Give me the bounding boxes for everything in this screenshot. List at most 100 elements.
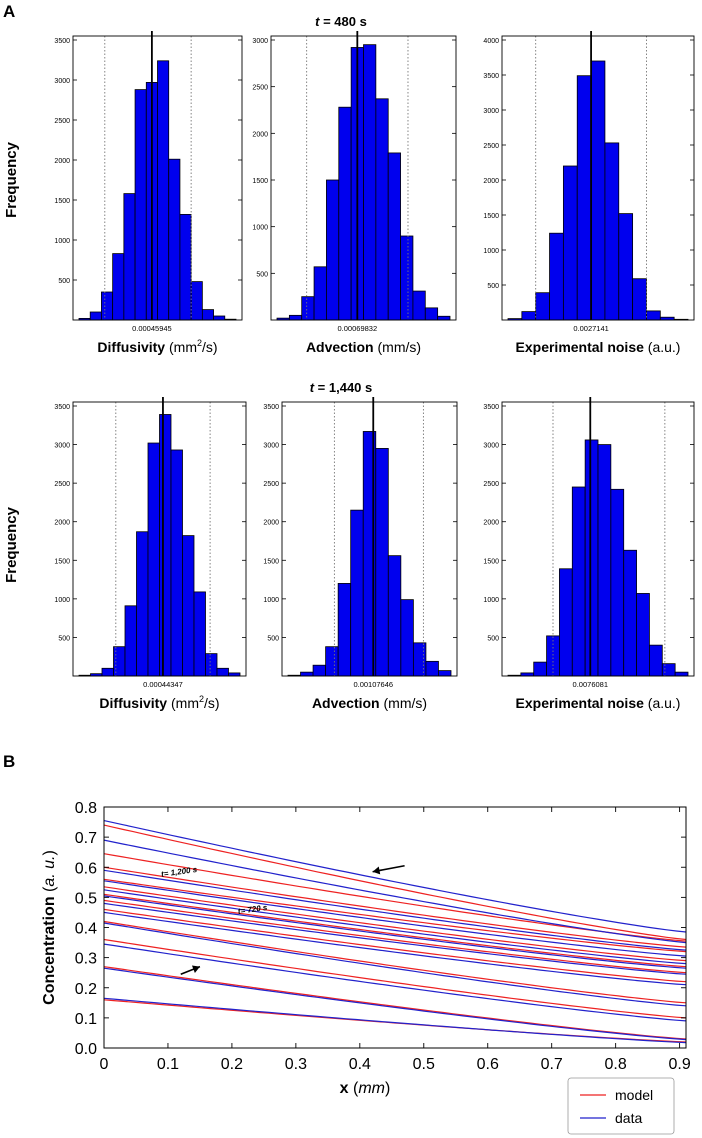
- histogram-bar: [584, 439, 599, 677]
- legend-label-data: data: [615, 1110, 642, 1126]
- y-tick-label: 2500: [252, 85, 268, 92]
- mean-value-label: 0.00044347: [143, 680, 183, 689]
- histogram-bar: [649, 644, 663, 677]
- y-tick-label: 0.0: [75, 1041, 97, 1058]
- mean-value-label: 0.00069832: [338, 324, 378, 333]
- y-tick-label: 500: [58, 635, 70, 642]
- frequency-label-row-0: Frequency: [3, 141, 20, 218]
- y-tick-label: 1500: [483, 558, 499, 565]
- histogram-bar: [170, 449, 183, 677]
- y-tick-label: 3000: [483, 443, 499, 450]
- y-tick-label: 2000: [483, 178, 499, 185]
- arrow-head: [372, 866, 381, 875]
- x-axis-label: Diffusivity (mm2/s): [97, 338, 217, 355]
- time-annotation: t= 720 s: [237, 903, 268, 916]
- model-curve: [103, 899, 687, 974]
- legend-label-model: model: [615, 1087, 653, 1103]
- data-curve: [103, 911, 687, 986]
- y-tick-label: 2000: [54, 158, 70, 165]
- histogram-h1440-advection: 500 1000 1500 2000 2500 3000 3500 0.00107646 Adv…: [263, 397, 458, 711]
- y-tick-label: 500: [256, 271, 268, 278]
- x-tick-label: 0.6: [477, 1056, 499, 1073]
- histogram-bar: [168, 158, 181, 321]
- histogram-bar: [101, 667, 114, 677]
- y-tick-label: 3000: [54, 443, 70, 450]
- x-tick-label: 0: [100, 1056, 109, 1073]
- data-curve: [103, 869, 687, 951]
- mean-value-label: 0.0076081: [573, 680, 608, 689]
- histogram-frame: [72, 35, 243, 321]
- histogram-bar: [228, 672, 241, 677]
- y-tick-label: 0.7: [75, 830, 97, 847]
- model-curve: [103, 920, 687, 1004]
- histogram-bar: [182, 535, 195, 677]
- histogram-frame: [501, 35, 695, 321]
- y-tick-label: 0.6: [75, 860, 97, 877]
- y-tick-label: 2500: [263, 481, 279, 488]
- histogram-bar: [604, 142, 620, 321]
- y-tick-label: 1000: [54, 597, 70, 604]
- histogram-bar: [590, 60, 606, 321]
- histogram-bar: [350, 509, 364, 677]
- y-tick-label: 2000: [252, 131, 268, 138]
- histogram-bar: [338, 106, 352, 321]
- histogram-h480-advection: 500 1000 1500 2000 2500 3000 0.00069832 Advecti…: [252, 31, 457, 355]
- histogram-bar: [562, 165, 578, 321]
- data-curve: [103, 895, 687, 969]
- y-tick-label: 0.3: [75, 951, 97, 968]
- histogram-bar: [89, 311, 102, 321]
- y-tick-label: 3500: [483, 404, 499, 411]
- y-tick-label: 3500: [483, 73, 499, 80]
- y-tick-label: 3000: [252, 38, 268, 45]
- mean-value-label: 0.00045945: [132, 324, 172, 333]
- arrow-head: [191, 965, 200, 973]
- data-curve: [103, 922, 687, 1007]
- mean-value-label: 0.00107646: [353, 680, 393, 689]
- histogram-bar: [533, 661, 547, 677]
- histogram-bar: [632, 278, 647, 321]
- histogram-bar: [438, 670, 452, 677]
- histogram-bar: [205, 653, 218, 677]
- histogram-bar: [337, 583, 352, 677]
- y-tick-label: 2000: [263, 520, 279, 527]
- x-tick-label: 0.2: [221, 1056, 243, 1073]
- x-tick-label: 0.7: [541, 1056, 563, 1073]
- panel-label-b: B: [3, 752, 16, 771]
- histogram-bar: [375, 98, 389, 321]
- model-curve: [103, 938, 687, 1019]
- histogram-bar: [325, 646, 339, 677]
- y-tick-label: 2000: [483, 520, 499, 527]
- y-tick-label: 4000: [483, 38, 499, 45]
- histogram-bar: [535, 292, 550, 321]
- model-curve: [103, 866, 687, 948]
- legend-box: [567, 1077, 675, 1135]
- y-tick-label: 1000: [483, 597, 499, 604]
- model-curve: [103, 893, 687, 968]
- y-axis-label: Concentration (a. u.): [41, 850, 58, 1005]
- histogram-bar: [193, 591, 206, 677]
- histogram-bar: [313, 266, 327, 321]
- x-tick-label: 0.3: [285, 1056, 307, 1073]
- histogram-bar: [549, 232, 564, 321]
- y-tick-label: 500: [58, 278, 70, 285]
- x-tick-label: 0.8: [605, 1056, 627, 1073]
- histogram-bar: [123, 193, 136, 321]
- histogram-bar: [101, 291, 114, 321]
- row-title-1: t = 1,440 s: [310, 380, 373, 395]
- histogram-bar: [546, 635, 560, 677]
- data-curve: [103, 839, 687, 944]
- data-curve: [103, 902, 687, 975]
- histogram-bar: [375, 448, 389, 677]
- histogram-frame: [281, 401, 458, 677]
- x-axis-label: Diffusivity (mm2/s): [99, 694, 219, 711]
- histogram-bar: [216, 667, 229, 677]
- histogram-bar: [201, 309, 214, 321]
- histogram-bar: [134, 89, 147, 321]
- histogram-bar: [300, 671, 314, 677]
- histogram-bar: [661, 663, 676, 677]
- histogram-frame: [72, 401, 247, 677]
- y-tick-label: 3500: [54, 404, 70, 411]
- histogram-bar: [521, 311, 537, 321]
- histogram-h480-diffusivity: 500 1000 1500 2000 2500 3000 3500 0.00045945 Dif…: [54, 31, 243, 355]
